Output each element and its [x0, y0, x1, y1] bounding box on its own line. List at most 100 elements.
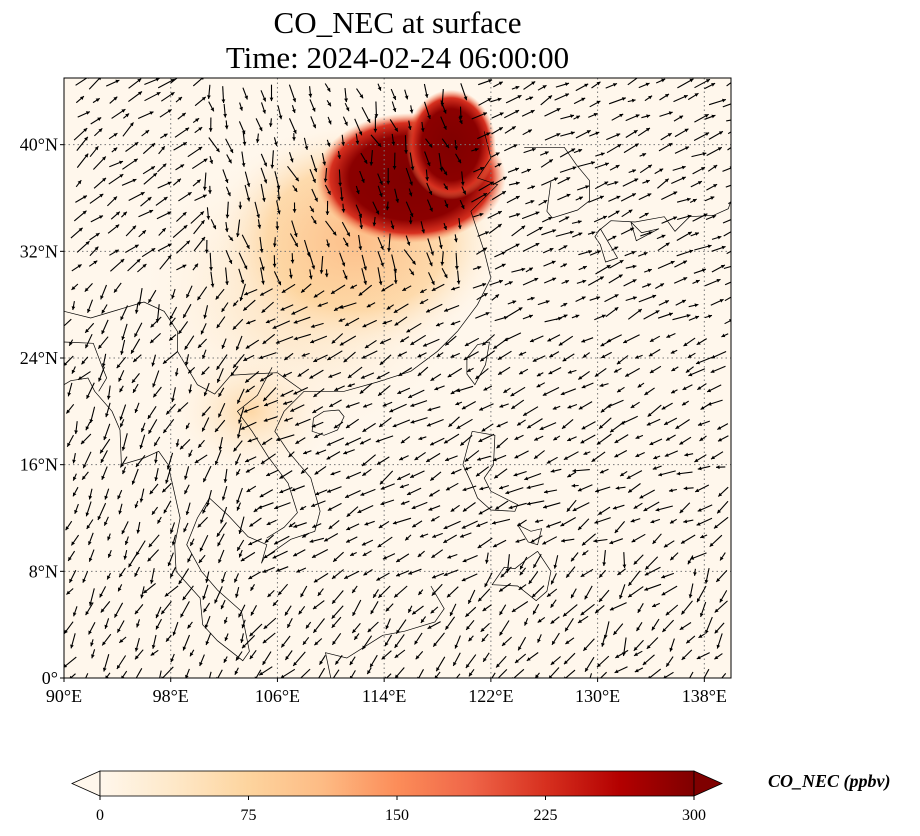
wind-arrow [309, 537, 325, 543]
wind-arrow [633, 639, 644, 652]
wind-arrow [214, 586, 223, 604]
wind-arrow [66, 434, 74, 447]
wind-arrow [711, 235, 722, 240]
wind-arrow [724, 281, 731, 286]
wind-arrow [465, 606, 477, 618]
wind-arrow [676, 214, 692, 221]
wind-arrow [137, 288, 143, 306]
wind-arrow [500, 566, 512, 578]
wind-arrow [155, 606, 162, 619]
wind-arrow [372, 201, 380, 215]
wind-arrow [608, 195, 621, 202]
wind-arrow [719, 552, 726, 561]
wind-arrow [508, 181, 520, 186]
wind-arrow [429, 471, 442, 482]
wind-arrow [387, 233, 391, 252]
wind-arrow [631, 533, 646, 543]
wind-arrow [589, 100, 601, 108]
wind-arrow [249, 517, 262, 528]
wind-arrow [197, 516, 208, 528]
wind-arrow [203, 602, 211, 613]
wind-arrow [292, 133, 296, 141]
wind-arrow [178, 191, 192, 202]
wind-arrow [622, 552, 627, 569]
wind-arrow [314, 638, 323, 646]
wind-arrow [566, 436, 577, 442]
wind-arrow [516, 519, 527, 527]
wind-arrow [377, 267, 383, 286]
wind-arrow [345, 418, 360, 429]
wind-arrow [405, 167, 413, 186]
wind-arrow [284, 650, 293, 661]
gridlines [64, 78, 731, 678]
wind-arrow [255, 133, 260, 143]
wind-arrow [277, 583, 289, 596]
wind-arrow [444, 455, 458, 462]
wind-arrow [673, 94, 688, 103]
wind-arrow [482, 652, 490, 663]
wind-arrow [409, 470, 425, 479]
wind-arrow [372, 216, 377, 227]
wind-arrow [184, 335, 195, 351]
wind-arrow [711, 264, 726, 273]
wind-arrow [606, 133, 621, 141]
wind-arrow [550, 599, 557, 609]
wind-arrow [223, 616, 228, 624]
wind-arrow [85, 333, 93, 349]
wind-arrow [527, 296, 535, 301]
wind-arrow [362, 319, 377, 328]
wind-arrow [420, 221, 425, 234]
wind-arrow [649, 365, 662, 374]
wind-arrow [404, 89, 409, 100]
wind-arrow [571, 314, 580, 319]
wind-arrow [308, 251, 316, 270]
wind-arrow [289, 233, 299, 248]
wind-arrow [91, 649, 96, 659]
wind-arrow [149, 332, 161, 344]
wind-arrow [216, 368, 224, 383]
wind-arrow [594, 314, 606, 321]
wind-arrow [165, 467, 172, 484]
wind-arrow [674, 260, 688, 268]
wind-arrow [526, 226, 543, 237]
wind-arrow [581, 533, 596, 546]
wind-arrow [122, 122, 134, 137]
wind-arrow [468, 635, 474, 642]
wind-arrow [688, 583, 694, 599]
wind-arrow [478, 79, 493, 86]
wind-arrow [225, 249, 233, 265]
wind-arrow [341, 221, 351, 237]
wind-arrow [543, 260, 556, 267]
wind-arrow [389, 119, 399, 132]
wind-arrow [491, 190, 507, 201]
wind-arrow [541, 229, 557, 236]
wind-arrow [313, 388, 325, 398]
wind-arrow [323, 168, 328, 183]
wind-arrow [571, 220, 582, 224]
wind-arrow [123, 549, 128, 560]
wind-arrow [400, 436, 411, 444]
wind-arrow [483, 385, 493, 391]
wind-arrow [323, 533, 339, 542]
wind-arrow [288, 522, 296, 528]
wind-arrow [651, 618, 660, 631]
wind-arrow [637, 127, 651, 137]
wind-arrow [88, 588, 95, 606]
wind-arrow [88, 260, 98, 267]
wind-arrow [290, 253, 295, 264]
wind-arrow [315, 489, 328, 496]
wind-arrow [492, 539, 507, 548]
wind-arrow [511, 267, 526, 273]
wind-arrow [155, 618, 162, 630]
wind-arrow [683, 337, 696, 347]
wind-arrow [646, 418, 661, 426]
wind-arrow [220, 599, 226, 610]
wind-arrow [89, 406, 96, 424]
wind-arrow [134, 566, 140, 578]
wind-arrow [349, 552, 357, 557]
wind-arrow [454, 635, 461, 649]
wind-arrow [607, 210, 620, 218]
wind-arrow [105, 672, 111, 678]
wind-arrow [476, 521, 488, 528]
wind-arrow [105, 79, 120, 87]
